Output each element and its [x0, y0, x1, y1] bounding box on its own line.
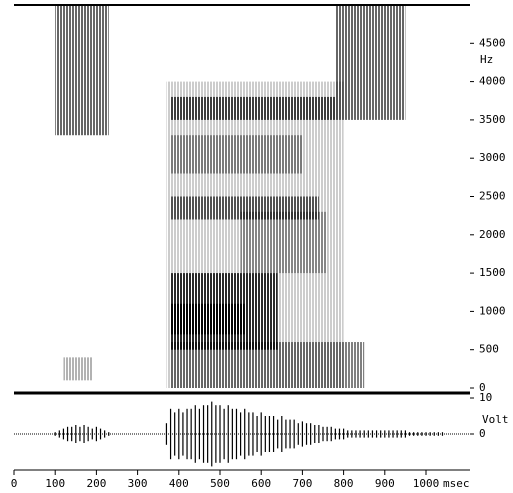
y-axis-label: Hz: [480, 53, 493, 66]
y-tick-label: 1500: [479, 266, 506, 279]
energy-region: [170, 135, 303, 174]
y-tick-label: 500: [479, 343, 499, 356]
y-tick-label: 4500: [479, 36, 506, 49]
energy-region: [170, 96, 336, 120]
y-tick-label: 4000: [479, 75, 506, 88]
y-axis-label: Volt: [482, 413, 509, 426]
x-tick-label: 1000: [413, 477, 440, 490]
y-tick-label: 0: [479, 427, 486, 440]
x-tick-label: 900: [375, 477, 395, 490]
energy-region: [240, 211, 328, 274]
y-tick-label: 1000: [479, 304, 506, 317]
x-tick-label: 700: [292, 477, 312, 490]
x-tick-label: 300: [128, 477, 148, 490]
y-tick-label: 0: [479, 381, 486, 394]
x-tick-label: 600: [251, 477, 271, 490]
y-tick-label: 2500: [479, 190, 506, 203]
x-axis-label: msec: [443, 477, 470, 490]
x-tick-label: 0: [11, 477, 18, 490]
x-tick-label: 200: [86, 477, 106, 490]
y-tick-label: 2000: [479, 228, 506, 241]
energy-region: [170, 196, 319, 220]
x-tick-label: 400: [169, 477, 189, 490]
x-tick-label: 100: [45, 477, 65, 490]
y-tick-label: 3500: [479, 113, 506, 126]
y-tick-label: 10: [479, 391, 492, 404]
x-tick-label: 800: [334, 477, 354, 490]
energy-region: [63, 357, 93, 381]
energy-region: [170, 303, 245, 335]
y-tick-label: 3000: [479, 151, 506, 164]
spectrogram: [55, 5, 406, 388]
x-tick-label: 500: [210, 477, 230, 490]
energy-region: [335, 5, 406, 120]
energy-region: [55, 5, 109, 136]
